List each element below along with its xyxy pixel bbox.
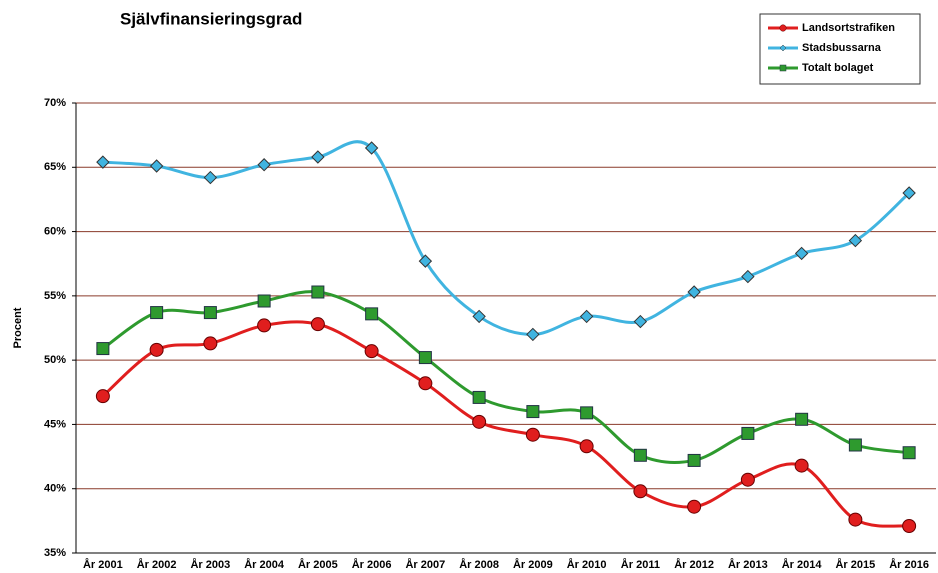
data-point <box>149 159 164 173</box>
data-point <box>902 186 916 200</box>
data-point <box>149 342 164 357</box>
x-tick-label: År 2007 <box>405 558 445 571</box>
y-tick-label: 45% <box>44 418 66 430</box>
x-tick-label: År 2004 <box>244 558 285 571</box>
x-tick-label: År 2002 <box>137 558 177 571</box>
data-point <box>687 285 701 299</box>
data-point <box>472 309 486 324</box>
data-point <box>364 344 379 359</box>
data-point <box>579 439 594 454</box>
data-point <box>418 254 433 268</box>
series-line <box>102 290 910 464</box>
data-point <box>150 306 164 320</box>
data-point <box>257 158 271 172</box>
y-tick-label: 70% <box>44 97 66 109</box>
data-point <box>902 519 917 533</box>
chart-title: Självfinansieringsgrad <box>120 9 302 28</box>
data-point <box>96 155 110 169</box>
legend-marker <box>779 44 787 52</box>
data-point <box>418 376 433 391</box>
legend-label: Landsortstrafiken <box>802 22 895 34</box>
x-tick-label: År 2003 <box>190 558 230 571</box>
legend-marker <box>779 64 787 72</box>
y-tick-label: 35% <box>44 547 66 559</box>
data-point <box>526 327 540 342</box>
y-tick-label: 60% <box>44 225 66 237</box>
data-point <box>365 307 379 321</box>
y-tick-label: 40% <box>44 483 66 495</box>
x-tick-label: År 2010 <box>567 558 607 571</box>
data-point <box>95 389 110 404</box>
series-line <box>101 320 910 528</box>
data-point <box>794 246 809 261</box>
data-point <box>311 150 325 164</box>
x-tick-label: År 2005 <box>298 558 338 571</box>
data-point <box>472 414 487 429</box>
x-tick-label: År 2009 <box>513 558 553 571</box>
data-point <box>848 233 863 248</box>
data-point <box>795 412 809 426</box>
data-point <box>633 484 648 499</box>
data-point <box>203 170 218 185</box>
data-point <box>526 405 540 419</box>
data-point <box>310 317 325 332</box>
x-tick-label: År 2013 <box>728 558 768 571</box>
data-point <box>848 438 862 452</box>
x-tick-label: År 2015 <box>835 558 875 571</box>
data-point <box>741 426 755 440</box>
x-tick-label: År 2016 <box>889 558 929 571</box>
data-point <box>740 472 755 487</box>
x-tick-label: År 2006 <box>352 558 392 571</box>
data-point <box>633 314 648 329</box>
series-line <box>102 140 911 336</box>
y-tick-label: 55% <box>44 290 66 302</box>
data-point <box>257 318 272 333</box>
y-tick-label: 50% <box>44 354 66 366</box>
data-point <box>794 458 809 473</box>
data-point <box>687 453 701 467</box>
data-point <box>579 309 594 324</box>
x-tick-label: År 2001 <box>83 558 123 571</box>
data-point <box>311 285 325 299</box>
x-tick-label: År 2012 <box>674 558 714 571</box>
data-point <box>96 342 110 356</box>
x-tick-label: År 2008 <box>459 558 499 571</box>
x-tick-label: År 2011 <box>621 558 660 571</box>
data-point <box>203 336 218 351</box>
data-point <box>633 448 647 462</box>
data-point <box>203 306 217 320</box>
legend-label: Stadsbussarna <box>802 42 882 54</box>
y-tick-label: 65% <box>44 161 66 173</box>
data-point <box>257 294 271 308</box>
data-point <box>472 390 486 404</box>
legend-marker <box>779 24 787 32</box>
data-point <box>418 351 432 365</box>
data-point <box>741 269 755 284</box>
x-tick-label: År 2014 <box>782 558 823 571</box>
legend-label: Totalt bolaget <box>802 62 874 74</box>
data-point <box>902 446 916 460</box>
data-point <box>687 499 702 514</box>
y-axis-label: Procent <box>12 307 24 348</box>
data-point <box>364 141 379 155</box>
data-point <box>848 512 863 527</box>
data-point <box>580 406 594 420</box>
data-point <box>525 427 540 442</box>
